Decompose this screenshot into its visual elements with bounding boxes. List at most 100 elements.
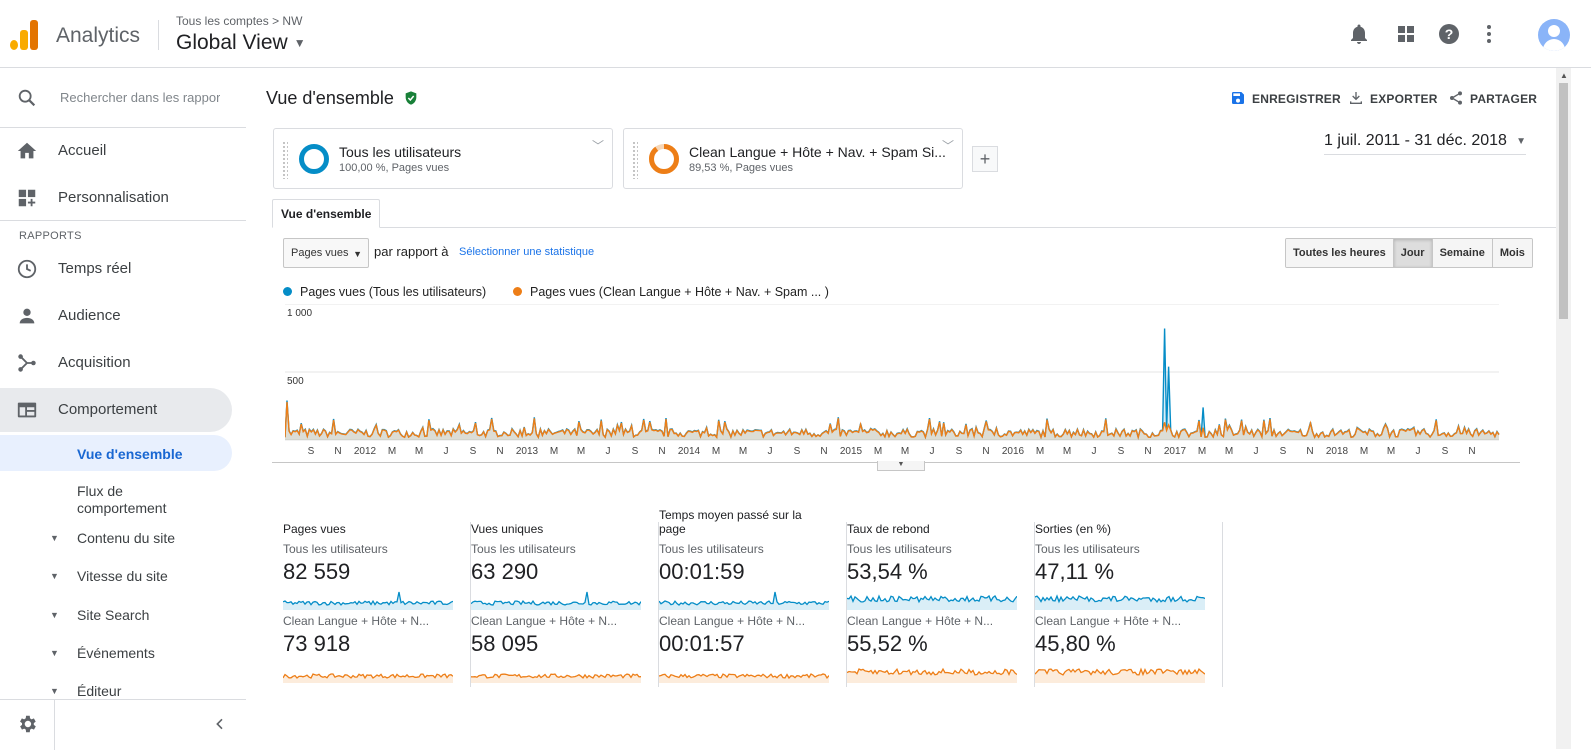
granularity-week[interactable]: Semaine — [1432, 239, 1493, 267]
sparkline-line — [471, 673, 641, 679]
compare-label: par rapport à — [374, 244, 449, 259]
save-button[interactable]: ENREGISTRER — [1230, 90, 1341, 106]
sidebar-item-customization[interactable]: Personnalisation — [0, 176, 232, 220]
caret-down-icon: ▼ — [1516, 136, 1526, 147]
triangle-down-icon: ▼ — [50, 533, 59, 543]
breadcrumb-root[interactable]: Tous les comptes — [176, 14, 269, 28]
analytics-logo-icon[interactable] — [10, 20, 38, 50]
metric-tile[interactable]: Taux de rebond Tous les utilisateurs 53,54… — [847, 522, 1035, 687]
segment-card-clean[interactable]: Clean Langue + Hôte + Nav. + Spam Si... … — [623, 128, 963, 189]
sidebar-item-realtime[interactable]: Temps réel — [0, 247, 232, 291]
granularity-hourly[interactable]: Toutes les heures — [1286, 239, 1394, 267]
export-label: EXPORTER — [1370, 92, 1438, 106]
sparkline-line — [659, 591, 829, 606]
metric-tile[interactable]: Vues uniques Tous les utilisateurs 63 290 C… — [471, 522, 659, 687]
metric-select-value: Pages vues — [291, 247, 349, 259]
reports-section-label: RAPPORTS — [19, 230, 82, 242]
granularity-month[interactable]: Mois — [1492, 239, 1532, 267]
tab-overview[interactable]: Vue d'ensemble — [272, 199, 381, 228]
search-input[interactable]: Rechercher dans les rapport — [60, 90, 220, 105]
avatar[interactable] — [1538, 19, 1570, 51]
metric-value: 73 918 — [283, 631, 351, 656]
triangle-down-icon: ▼ — [50, 610, 59, 620]
metric-select[interactable]: Pages vues ▼ — [283, 238, 369, 268]
metric-tile[interactable]: Temps moyen passé sur la page Tous les ut… — [659, 508, 847, 687]
chevron-down-icon[interactable]: ﹀ — [941, 139, 954, 153]
line-chart[interactable] — [285, 304, 1521, 474]
add-segment-button[interactable]: + — [972, 146, 998, 172]
triangle-down-icon: ▼ — [50, 648, 59, 658]
sidebar-subitem-overview[interactable]: Vue d'ensemble — [0, 435, 232, 471]
more-vert-icon[interactable] — [1477, 22, 1501, 46]
export-button[interactable]: EXPORTER — [1348, 90, 1438, 106]
footer-divider — [54, 700, 55, 750]
x-tick-label: S — [793, 446, 801, 457]
metric-value: 58 095 — [471, 631, 539, 656]
sidebar-subitem-site-speed[interactable]: ▼ Vitesse du site — [0, 566, 232, 590]
drag-handle-icon[interactable] — [282, 141, 288, 179]
sidebar-subitem-publisher[interactable]: ▼ Éditeur — [0, 681, 232, 701]
date-range-picker[interactable]: 1 juil. 2011 - 31 déc. 2018 ▼ — [1324, 132, 1526, 155]
x-tick-label: S — [307, 446, 315, 457]
scroll-up-icon[interactable]: ▲ — [1560, 71, 1568, 80]
breadcrumb[interactable]: Tous les comptes > NW — [176, 14, 302, 28]
sidebar-item-home[interactable]: Accueil — [0, 129, 232, 173]
metric-segment-label: Tous les utilisateurs — [283, 542, 388, 556]
chart-resize-handle[interactable]: ▼ — [877, 461, 925, 471]
bell-icon[interactable] — [1347, 22, 1371, 46]
series-line — [285, 328, 1500, 440]
sidebar-item-label: Temps réel — [58, 260, 132, 277]
x-tick-label: S — [631, 446, 639, 457]
sparkline-area — [659, 592, 829, 610]
save-icon — [1232, 92, 1244, 104]
gear-icon[interactable] — [16, 713, 38, 735]
x-tick-label: S — [1279, 446, 1287, 457]
legend-item-all-users[interactable]: Pages vues (Tous les utilisateurs) — [283, 285, 486, 299]
metric-title: Taux de rebond — [847, 522, 930, 536]
scrollbar[interactable]: ▲ — [1556, 68, 1571, 749]
metric-value: 47,11 % — [1035, 559, 1115, 584]
apps-grid-icon[interactable] — [1394, 22, 1418, 46]
sidebar-subitem-label: Vue d'ensemble — [77, 446, 183, 462]
sidebar-subitem-events[interactable]: ▼ Événements — [0, 643, 232, 667]
breadcrumb-account[interactable]: NW — [282, 14, 303, 28]
metric-title: Sorties (en %) — [1035, 522, 1112, 536]
report-search[interactable]: Rechercher dans les rapport — [0, 68, 246, 128]
scrollbar-thumb[interactable] — [1559, 83, 1568, 319]
granularity-day[interactable]: Jour — [1393, 239, 1433, 267]
drag-handle-icon[interactable] — [632, 141, 638, 179]
granularity-toggle: Toutes les heures Jour Semaine Mois — [1285, 238, 1533, 268]
sidebar-item-audience[interactable]: Audience — [0, 294, 232, 338]
sparkline — [847, 667, 1017, 683]
view-title: Global View — [176, 31, 288, 54]
sidebar-subitem-site-content[interactable]: ▼ Contenu du site — [0, 528, 232, 552]
app-brand[interactable]: Analytics — [56, 24, 141, 47]
top-bar: Analytics Tous les comptes > NW Global V… — [0, 0, 1591, 68]
metric-tile[interactable]: Pages vues Tous les utilisateurs 82 559 Cle… — [283, 522, 471, 687]
chevron-down-icon[interactable]: ﹀ — [591, 139, 604, 153]
sidebar-item-label: Personnalisation — [58, 189, 169, 206]
collapse-chevron-icon[interactable] — [212, 716, 228, 732]
segment-card-all-users[interactable]: Tous les utilisateurs 100,00 %, Pages vu… — [273, 128, 613, 189]
segment-ring-icon — [299, 144, 329, 174]
x-tick-label: S — [1117, 446, 1125, 457]
metric-tile[interactable]: Sorties (en %) Tous les utilisateurs 47,11… — [1035, 522, 1223, 687]
sidebar-item-acquisition[interactable]: Acquisition — [0, 341, 232, 385]
view-selector[interactable]: Global View ▼ — [176, 31, 306, 55]
breadcrumb-separator: > — [272, 14, 280, 28]
x-tick-label: N — [496, 446, 504, 457]
sidebar-item-label: Audience — [58, 307, 121, 324]
main-content: Vue d'ensemble ENREGISTRER EXPORTER PART… — [262, 68, 1556, 749]
metric-segment-label: Clean Langue + Hôte + N... — [847, 614, 994, 628]
sidebar: Rechercher dans les rapport Accueil Pers… — [0, 68, 246, 750]
x-tick-label: 2012 — [353, 446, 377, 457]
sparkline — [283, 673, 453, 683]
help-icon[interactable]: ? — [1437, 22, 1461, 46]
share-button[interactable]: PARTAGER — [1448, 90, 1537, 106]
sidebar-subitem-behavior-flow[interactable]: Flux de comportement — [0, 482, 232, 518]
sidebar-item-behavior[interactable]: Comportement — [0, 388, 232, 432]
sparkline-line — [1035, 594, 1205, 604]
sidebar-subitem-site-search[interactable]: ▼ Site Search — [0, 605, 232, 629]
legend-item-clean[interactable]: Pages vues (Clean Langue + Hôte + Nav. +… — [513, 285, 829, 299]
select-statistic-link[interactable]: Sélectionner une statistique — [459, 246, 595, 258]
